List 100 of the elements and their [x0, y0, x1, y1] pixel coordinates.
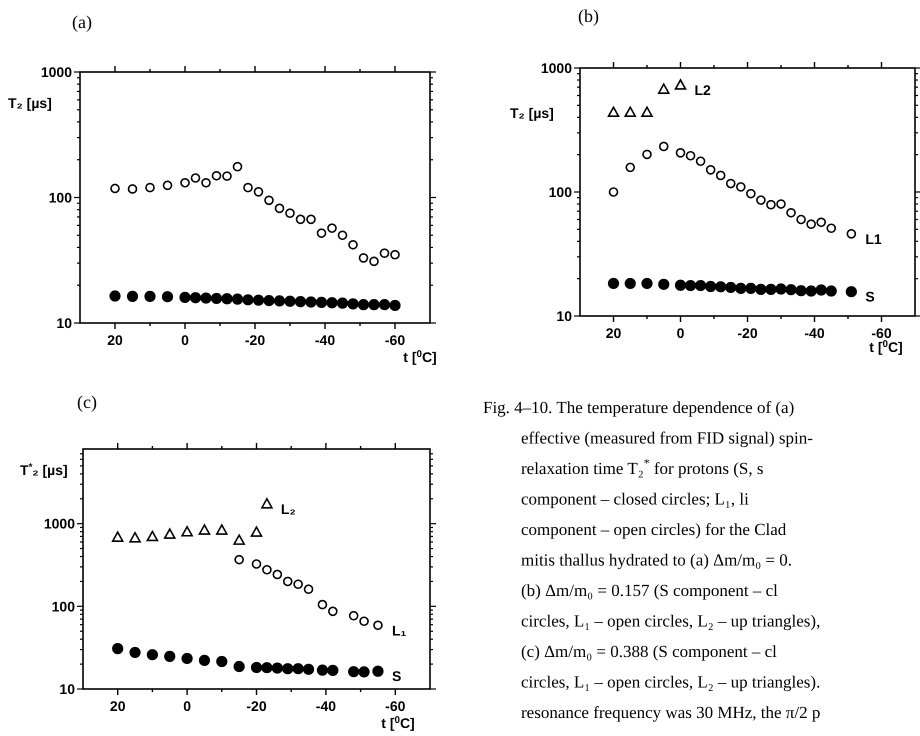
point: [641, 106, 653, 118]
point: [109, 290, 121, 302]
text: mitis thallus hydrated to (a) Δm/m₀ = 0.: [521, 550, 792, 570]
point: [254, 187, 264, 197]
point: [765, 284, 777, 295]
point: [786, 208, 796, 218]
point: [826, 223, 836, 234]
point: [816, 217, 826, 228]
y-tick-label: 10: [556, 308, 572, 324]
point: [736, 182, 746, 192]
point: [222, 171, 232, 181]
point: [221, 293, 233, 304]
point: [200, 292, 212, 304]
x-tick-label: 0: [181, 332, 190, 348]
y-tick-label: 100: [52, 598, 76, 614]
point: [336, 298, 348, 309]
point: [359, 616, 369, 626]
point: [684, 280, 696, 292]
x-tick-label: -40: [314, 332, 336, 348]
y-tick-label: 100: [48, 190, 72, 206]
point: [316, 228, 326, 238]
point: [706, 165, 716, 175]
point: [234, 660, 245, 672]
point: [390, 250, 400, 260]
y-tick-label: 10: [59, 681, 76, 697]
point: [674, 280, 686, 291]
legend-label: L₁: [392, 622, 406, 638]
text: circles, L₁ – open circles, L₂ – up triangles).: [521, 672, 820, 692]
point: [274, 295, 286, 306]
point: [735, 282, 746, 294]
series-label: S: [392, 668, 402, 684]
point: [252, 294, 264, 306]
point: [806, 219, 816, 229]
point: [608, 106, 620, 118]
point: [263, 294, 275, 306]
point: [284, 296, 296, 307]
point: [318, 600, 328, 610]
point: [181, 526, 193, 537]
point: [182, 652, 193, 664]
point: [380, 248, 390, 258]
point: [293, 579, 303, 590]
point: [756, 195, 766, 205]
point: [658, 278, 670, 290]
point: [162, 291, 174, 302]
point: [216, 524, 228, 535]
caption: Fig. 4–10. The temperature dependence of (a): [483, 398, 794, 417]
point: [180, 178, 190, 188]
point: [326, 297, 338, 308]
point: [674, 79, 686, 90]
point: [112, 531, 124, 542]
point: [368, 299, 380, 310]
x-tick-label: -40: [316, 698, 336, 714]
point: [642, 150, 652, 160]
point: [144, 290, 156, 302]
point: [348, 666, 360, 678]
series-label: L2: [694, 82, 712, 98]
text: (c) Δm/m₀ = 0.388 (S component – cl: [521, 642, 778, 661]
point: [695, 280, 706, 292]
point: [378, 299, 390, 310]
point: [624, 106, 636, 118]
series-label: L₂: [280, 500, 296, 517]
point: [282, 576, 293, 586]
point: [250, 526, 262, 537]
point: [234, 554, 244, 564]
point: [179, 292, 191, 303]
point: [389, 300, 401, 312]
point: [641, 278, 653, 290]
point: [625, 162, 636, 172]
point: [348, 610, 358, 621]
point: [242, 294, 254, 306]
point: [608, 187, 618, 197]
x-axis-title: t [$^{0}$C]: [869, 338, 903, 355]
point: [316, 664, 328, 676]
point: [715, 281, 726, 292]
point: [216, 656, 228, 668]
point: [746, 188, 756, 198]
point: [145, 182, 155, 192]
y-axis-title: T₂ [µs]: [8, 95, 52, 111]
point: [347, 298, 359, 310]
point: [302, 664, 314, 675]
point: [316, 296, 328, 308]
x-tick-label: 0: [183, 698, 192, 714]
point: [327, 223, 337, 233]
text: effective (measured from FID signal) spin-: [521, 428, 814, 448]
x-tick-label: 20: [606, 325, 622, 341]
point: [327, 664, 338, 676]
point: [282, 663, 294, 674]
x-tick-label: -60: [871, 325, 892, 341]
text: relaxation time T₂$^{*}$ for protons (S, s: [521, 456, 764, 478]
point: [726, 178, 736, 188]
point: [198, 654, 210, 666]
point: [816, 284, 827, 296]
point: [296, 214, 306, 224]
y-tick-label: 1000: [40, 64, 72, 80]
point: [292, 663, 304, 674]
text: resonance frequency was 30 MHz, the π/2 p: [521, 703, 820, 722]
point: [328, 606, 338, 616]
point: [272, 570, 282, 580]
point: [164, 528, 176, 539]
point: [358, 299, 370, 310]
